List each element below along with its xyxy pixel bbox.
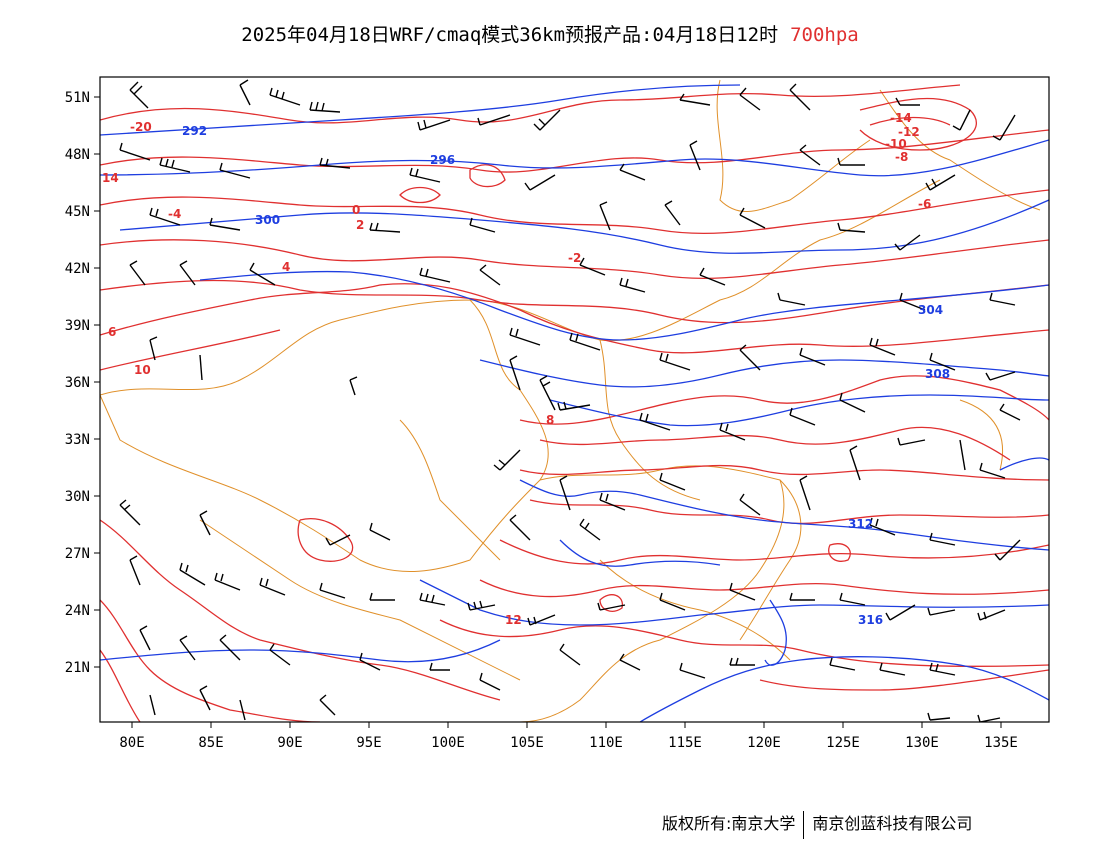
copyright-owner: 版权所有:南京大学 [662, 814, 796, 833]
temp-label-minus6: -6 [918, 197, 931, 211]
height-label-304: 304 [918, 303, 943, 317]
temp-label-minus14: -14 [890, 111, 912, 125]
lon-label: 125E [826, 735, 860, 751]
lat-label: 24N [65, 603, 90, 619]
footer-divider [803, 810, 805, 839]
title-pressure-level: 700hpa [790, 24, 859, 46]
lat-label: 27N [65, 546, 90, 562]
title-main: 2025年04月18日WRF/cmaq模式36km预报产品:04月18日12时 [241, 24, 779, 46]
lon-label: 90E [277, 735, 302, 751]
copyright-footer: 版权所有:南京大学 南京创蓝科技有限公司 [662, 810, 972, 839]
height-label-296: 296 [430, 153, 455, 167]
lat-label: 36N [65, 375, 90, 391]
lon-label: 135E [984, 735, 1018, 751]
longitude-labels: 80E 85E 90E 95E 100E 105E 110E 115E 120E… [119, 735, 1018, 751]
temp-label-6: 6 [108, 325, 116, 339]
lon-label: 130E [905, 735, 939, 751]
temp-label-minus4: -4 [168, 207, 181, 221]
temp-label-minus12: -12 [898, 125, 920, 139]
lat-label: 42N [65, 261, 90, 277]
lat-label: 39N [65, 318, 90, 334]
boundary-lines [100, 79, 1041, 722]
temp-label-minus10: -10 [885, 137, 907, 151]
latitude-axis [94, 96, 100, 668]
lat-label: 51N [65, 90, 90, 106]
lat-label: 30N [65, 489, 90, 505]
temp-label-14: 14 [102, 171, 119, 185]
height-contours [100, 84, 1049, 722]
temp-label-2: 2 [356, 218, 364, 232]
temperature-contours [100, 84, 1049, 722]
height-label-316: 316 [858, 613, 883, 627]
temp-label-8: 8 [546, 413, 554, 427]
height-label-300: 300 [255, 213, 280, 227]
lon-label: 80E [119, 735, 144, 751]
wind-barbs [119, 79, 1021, 722]
temp-label-minus8: -8 [895, 150, 908, 164]
height-contour-labels: 292 296 300 304 308 312 316 [182, 124, 950, 627]
lon-label: 115E [668, 735, 702, 751]
lat-label: 33N [65, 432, 90, 448]
height-label-292: 292 [182, 124, 207, 138]
temp-label-minus20: -20 [130, 120, 152, 134]
lon-label: 95E [356, 735, 381, 751]
map-title: 2025年04月18日WRF/cmaq模式36km预报产品:04月18日12时 7… [0, 20, 1100, 47]
plot-frame [99, 76, 1050, 723]
height-label-308: 308 [925, 367, 950, 381]
temp-label-0: 0 [352, 203, 360, 217]
temperature-contour-labels: -20 -14 -12 -10 -8 -6 -4 -2 0 2 4 6 8 10… [102, 111, 931, 627]
longitude-axis [131, 722, 1002, 728]
lon-label: 110E [589, 735, 623, 751]
temp-label-minus2: -2 [568, 251, 581, 265]
temp-label-4: 4 [282, 260, 290, 274]
lat-label: 45N [65, 204, 90, 220]
lat-label: 48N [65, 147, 90, 163]
lon-label: 120E [747, 735, 781, 751]
lon-label: 100E [431, 735, 465, 751]
temp-label-10: 10 [134, 363, 151, 377]
latitude-labels: 51N 48N 45N 42N 39N 36N 33N 30N 27N 24N … [65, 90, 90, 676]
lon-label: 105E [510, 735, 544, 751]
copyright-company: 南京创蓝科技有限公司 [812, 814, 973, 833]
lon-label: 85E [198, 735, 223, 751]
height-label-312: 312 [848, 517, 873, 531]
lat-label: 21N [65, 660, 90, 676]
temp-label-12: 12 [505, 613, 522, 627]
